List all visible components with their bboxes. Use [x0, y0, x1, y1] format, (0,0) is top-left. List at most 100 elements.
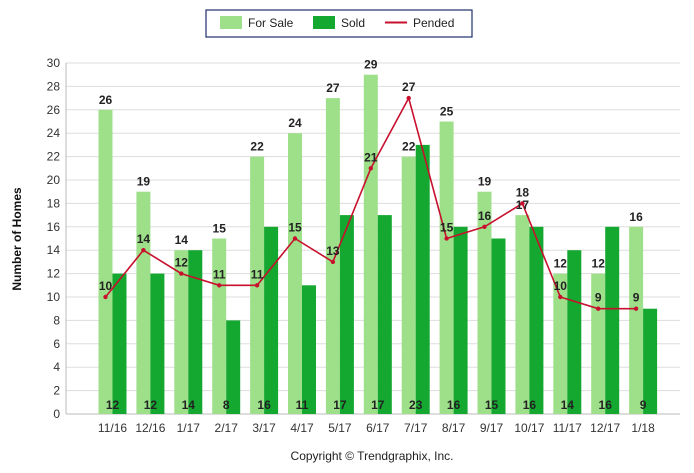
label-sold: 12 — [106, 398, 120, 412]
label-sold: 17 — [371, 398, 385, 412]
label-sold: 12 — [144, 398, 158, 412]
label-pended: 15 — [288, 221, 302, 235]
label-for-sale: 14 — [175, 233, 189, 247]
y-tick-label: 14 — [47, 243, 61, 257]
x-tick-label: 5/17 — [328, 421, 352, 435]
pended-point — [217, 283, 222, 288]
pended-point — [633, 306, 639, 311]
bar-for-sale — [363, 74, 378, 414]
label-for-sale: 12 — [592, 257, 606, 271]
bar-for-sale — [439, 121, 454, 414]
data-labels: 26 12 19 12 14 14 15 8 22 16 24 11 27 17 29 17 22 23 25 16 1… — [99, 58, 647, 412]
pended-point — [444, 236, 449, 241]
label-for-sale: 16 — [629, 210, 643, 224]
legend-label-sold: Sold — [341, 16, 365, 30]
y-tick-label: 30 — [47, 56, 61, 70]
bar-sold — [339, 215, 354, 414]
label-for-sale: 12 — [554, 257, 568, 271]
pended-series — [103, 95, 639, 311]
label-sold: 16 — [523, 398, 537, 412]
x-tick-label: 11/17 — [553, 421, 582, 435]
legend-label-for-sale: For Sale — [248, 16, 294, 30]
bar-sold — [302, 285, 316, 414]
x-tick-label: 2/17 — [215, 421, 239, 435]
bar-for-sale — [212, 238, 227, 414]
y-tick-label: 20 — [47, 173, 61, 187]
y-tick-label: 28 — [47, 79, 61, 93]
label-sold: 16 — [599, 398, 613, 412]
label-for-sale: 15 — [213, 222, 227, 236]
label-for-sale: 29 — [364, 58, 378, 72]
bar-for-sale — [98, 109, 113, 415]
legend-swatch-sold — [313, 16, 335, 29]
pended-point — [254, 283, 260, 288]
label-pended: 10 — [554, 279, 568, 293]
bar-sold — [226, 320, 241, 414]
label-pended: 13 — [326, 244, 340, 258]
y-tick-label: 22 — [47, 150, 61, 164]
label-for-sale: 25 — [440, 105, 454, 119]
bar-for-sale — [515, 215, 530, 414]
bar-sold — [529, 226, 544, 414]
bar-sold — [112, 273, 127, 414]
label-pended: 11 — [251, 267, 264, 281]
label-sold: 23 — [409, 398, 423, 412]
label-pended: 10 — [99, 279, 113, 293]
bar-for-sale — [136, 191, 151, 414]
y-tick-label: 26 — [47, 103, 61, 117]
label-pended: 9 — [595, 291, 602, 305]
bar-sold — [188, 250, 203, 414]
label-pended: 15 — [440, 221, 454, 235]
label-for-sale: 22 — [250, 140, 264, 154]
x-axis-ticks: 11/16 12/16 1/17 2/17 3/17 4/17 5/17 6/17 7/17 8/… — [98, 421, 655, 435]
label-pended: 21 — [364, 150, 378, 164]
y-tick-label: 16 — [47, 220, 61, 234]
label-sold: 15 — [485, 398, 499, 412]
label-sold: 11 — [296, 398, 309, 412]
legend: For Sale Sold Pended — [205, 9, 473, 38]
bar-for-sale — [174, 250, 189, 414]
label-pended: 11 — [213, 267, 226, 281]
x-tick-label: 1/17 — [177, 421, 201, 435]
legend-label-pended: Pended — [413, 16, 454, 30]
legend-swatch-for-sale — [220, 16, 242, 29]
bar-for-sale — [288, 133, 302, 414]
label-for-sale: 24 — [288, 116, 302, 130]
x-tick-label: 4/17 — [290, 421, 314, 435]
label-for-sale: 17 — [516, 198, 530, 212]
label-pended: 16 — [478, 209, 492, 223]
bar-sold — [150, 273, 165, 414]
pended-point — [179, 271, 184, 276]
pended-point — [596, 306, 601, 311]
copyright: Copyright © Trendgraphix, Inc. — [291, 449, 454, 463]
label-pended: 18 — [516, 185, 530, 199]
y-tick-label: 24 — [47, 126, 61, 140]
label-sold: 8 — [223, 398, 230, 412]
bar-for-sale — [629, 226, 644, 414]
x-tick-label: 12/17 — [590, 421, 620, 435]
pended-point — [368, 166, 373, 171]
label-pended: 9 — [633, 291, 640, 305]
label-sold: 14 — [561, 398, 575, 412]
label-sold: 16 — [257, 398, 271, 412]
label-for-sale: 19 — [137, 175, 151, 189]
legend-box — [205, 9, 473, 38]
y-tick-label: 6 — [53, 337, 60, 351]
label-for-sale: 26 — [99, 93, 113, 107]
bar-sold — [605, 226, 620, 414]
bar-sold — [415, 144, 430, 414]
x-tick-label: 7/17 — [404, 421, 428, 435]
bar-for-sale — [553, 273, 568, 414]
bar-for-sale — [477, 191, 492, 414]
y-tick-label: 0 — [53, 407, 60, 421]
x-tick-label: 6/17 — [366, 421, 390, 435]
label-sold: 16 — [447, 398, 461, 412]
x-tick-label: 11/16 — [98, 421, 127, 435]
x-tick-label: 3/17 — [252, 421, 276, 435]
label-pended: 12 — [175, 256, 189, 270]
bar-for-sale — [401, 156, 416, 414]
bar-sold — [567, 250, 582, 414]
label-sold: 9 — [640, 398, 647, 412]
